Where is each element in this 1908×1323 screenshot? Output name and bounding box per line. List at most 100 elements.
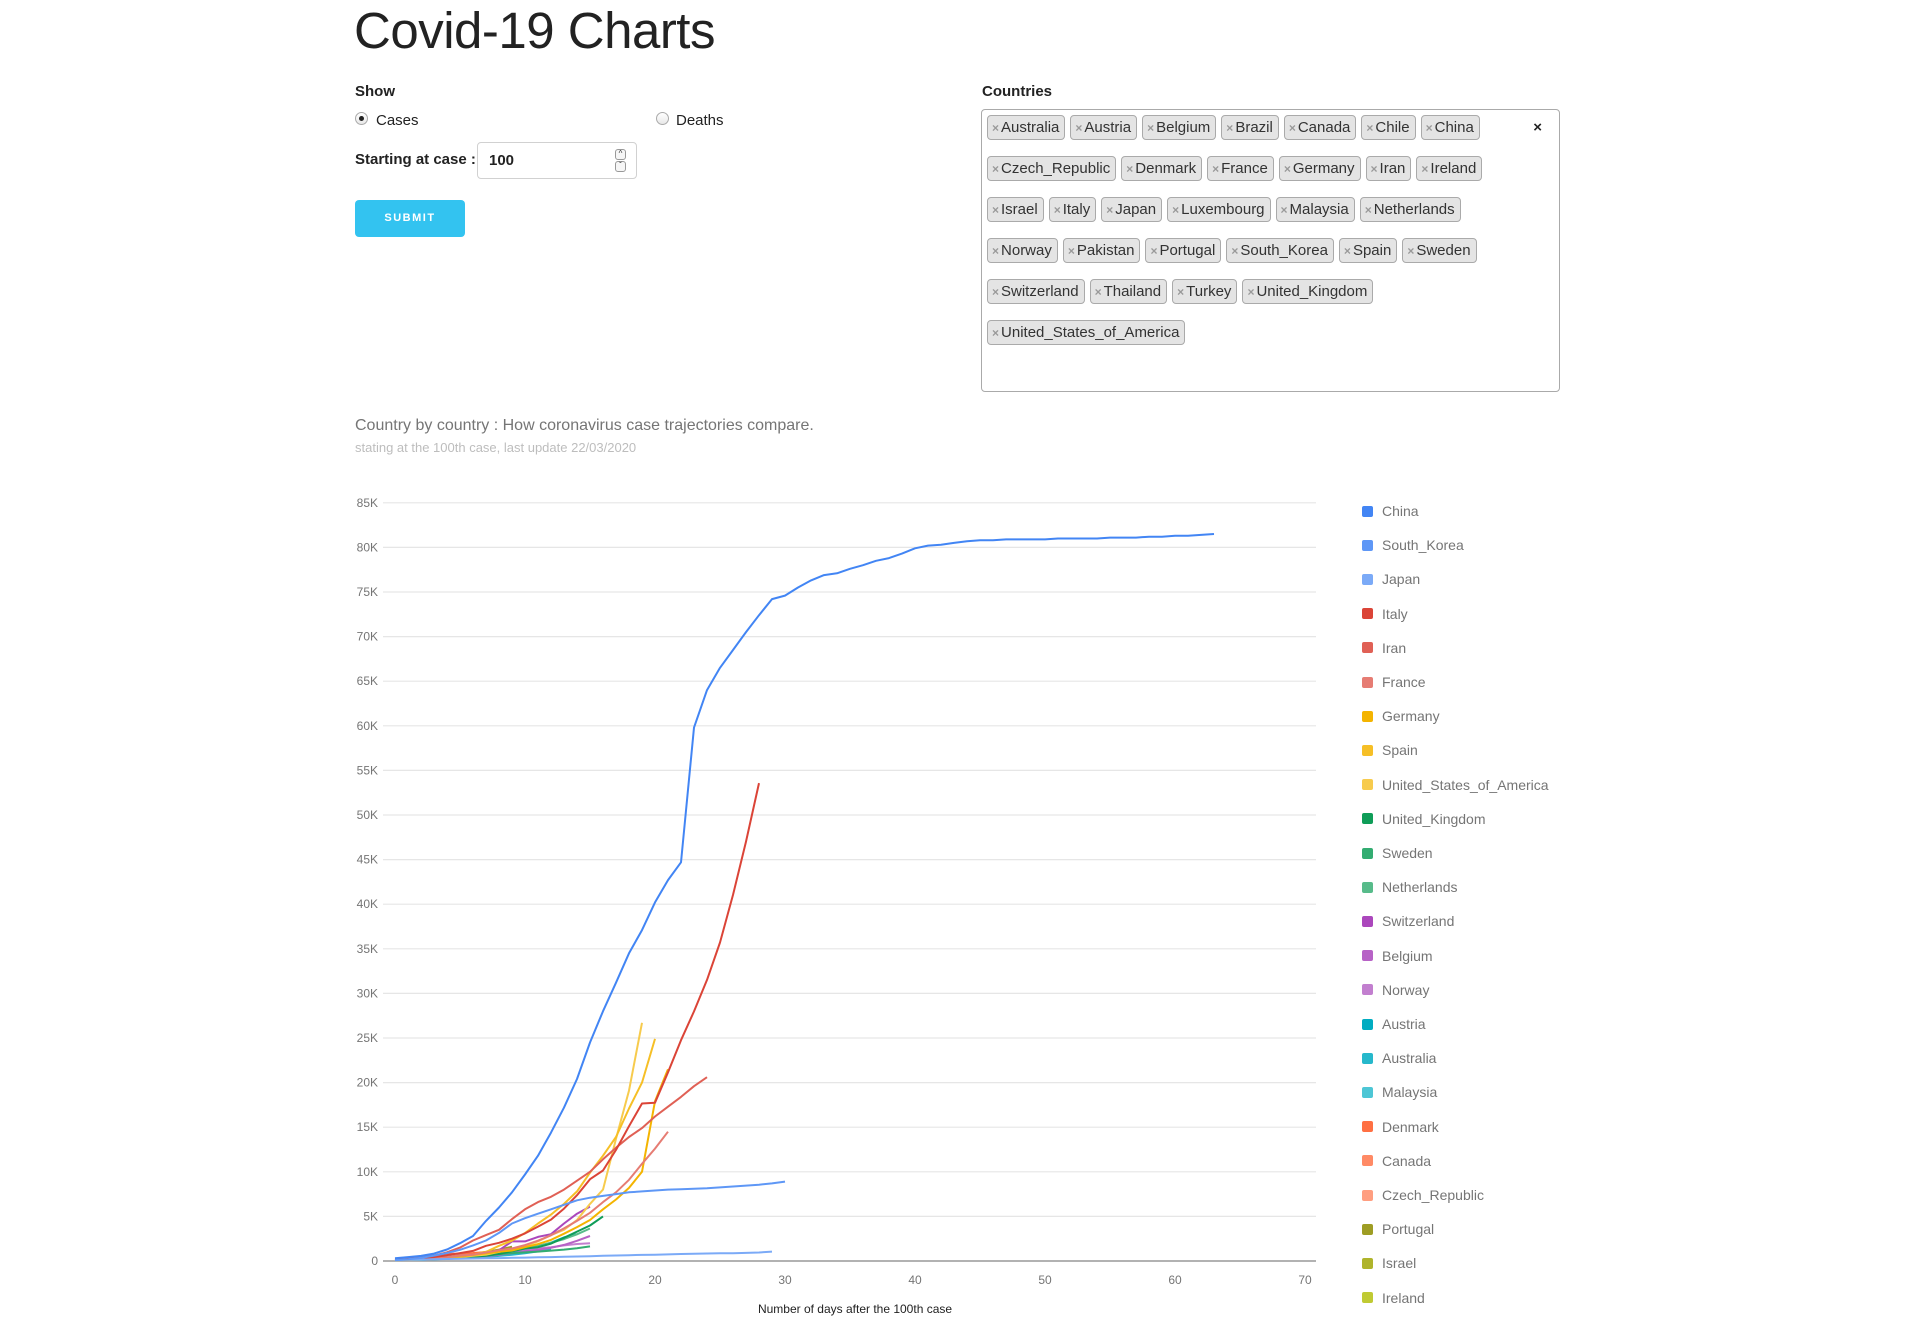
remove-tag-icon[interactable]: × [1150, 244, 1158, 258]
country-tag[interactable]: × Portugal [1145, 238, 1222, 263]
legend-item[interactable]: United_Kingdom [1362, 809, 1486, 829]
country-tag[interactable]: × Pakistan [1062, 238, 1141, 263]
legend-item[interactable]: France [1362, 672, 1426, 692]
series-line-france[interactable] [394, 1131, 669, 1261]
remove-tag-icon[interactable]: × [1053, 203, 1061, 217]
legend-item[interactable]: Australia [1362, 1048, 1436, 1068]
country-tag[interactable]: × Spain [1338, 238, 1398, 263]
country-tag[interactable]: × Iran [1365, 156, 1412, 181]
series-line-italy[interactable] [394, 782, 760, 1261]
chevron-up-icon[interactable]: ^ [615, 149, 626, 160]
country-tag[interactable]: × South_Korea [1226, 238, 1334, 263]
submit-button[interactable]: SUBMIT [355, 200, 465, 237]
remove-tag-icon[interactable]: × [1425, 121, 1433, 135]
country-tag[interactable]: × Turkey [1172, 279, 1238, 304]
remove-tag-icon[interactable]: × [1366, 121, 1374, 135]
legend-item[interactable]: Japan [1362, 569, 1420, 589]
legend-item[interactable]: Germany [1362, 706, 1440, 726]
remove-tag-icon[interactable]: × [992, 244, 1000, 258]
remove-tag-icon[interactable]: × [1226, 121, 1234, 135]
legend-item[interactable]: Czech_Republic [1362, 1185, 1484, 1205]
remove-tag-icon[interactable]: × [1280, 203, 1288, 217]
remove-tag-icon[interactable]: × [992, 285, 1000, 299]
remove-tag-icon[interactable]: × [1212, 162, 1220, 176]
remove-tag-icon[interactable]: × [1147, 121, 1155, 135]
series-line-japan[interactable] [394, 1250, 773, 1262]
remove-tag-icon[interactable]: × [1407, 244, 1415, 258]
country-tag[interactable]: × Luxembourg [1167, 197, 1271, 222]
legend-item[interactable]: United_States_of_America [1362, 775, 1549, 795]
legend-item[interactable]: Spain [1362, 740, 1418, 760]
country-tag[interactable]: × Czech_Republic [987, 156, 1117, 181]
remove-tag-icon[interactable]: × [992, 162, 1000, 176]
legend-item[interactable]: Portugal [1362, 1219, 1434, 1239]
country-tag[interactable]: × Austria [1070, 115, 1138, 140]
country-tag[interactable]: × Denmark [1121, 156, 1203, 181]
legend-item[interactable]: Malaysia [1362, 1082, 1437, 1102]
starting-case-input[interactable]: 100 ^ ˇ [477, 142, 637, 179]
remove-tag-icon[interactable]: × [992, 326, 1000, 340]
remove-tag-icon[interactable]: × [992, 203, 1000, 217]
legend-item[interactable]: Israel [1362, 1253, 1416, 1273]
series-line-china[interactable] [394, 533, 1215, 1260]
remove-tag-icon[interactable]: × [1370, 162, 1378, 176]
country-tag[interactable]: × Netherlands [1359, 197, 1461, 222]
cases-radio-label[interactable]: Cases [376, 112, 419, 129]
remove-tag-icon[interactable]: × [1343, 244, 1351, 258]
country-tag[interactable]: × Germany [1278, 156, 1361, 181]
series-line-south_korea[interactable] [394, 1180, 786, 1262]
starting-case-value[interactable]: 100 [489, 152, 515, 169]
country-tag[interactable]: × Switzerland [987, 279, 1085, 304]
country-tag[interactable]: × United_States_of_America [987, 320, 1186, 345]
legend-item[interactable]: Austria [1362, 1014, 1426, 1034]
country-tag[interactable]: × Japan [1101, 197, 1163, 222]
chevron-down-icon[interactable]: ˇ [615, 161, 626, 172]
legend-item[interactable]: Switzerland [1362, 911, 1454, 931]
number-spinner[interactable]: ^ ˇ [615, 149, 626, 173]
remove-tag-icon[interactable]: × [1177, 285, 1185, 299]
legend-item[interactable]: Canada [1362, 1151, 1431, 1171]
clear-all-icon[interactable]: × [1533, 119, 1542, 136]
legend-item[interactable]: South_Korea [1362, 535, 1464, 555]
remove-tag-icon[interactable]: × [1075, 121, 1083, 135]
country-tag[interactable]: × United_Kingdom [1242, 279, 1374, 304]
remove-tag-icon[interactable]: × [1288, 121, 1296, 135]
series-line-iran[interactable] [394, 1076, 708, 1261]
remove-tag-icon[interactable]: × [1231, 244, 1239, 258]
remove-tag-icon[interactable]: × [1364, 203, 1372, 217]
legend-item[interactable]: Belgium [1362, 946, 1433, 966]
remove-tag-icon[interactable]: × [1247, 285, 1255, 299]
country-tag[interactable]: × Ireland [1416, 156, 1483, 181]
legend-item[interactable]: Denmark [1362, 1117, 1439, 1137]
deaths-radio[interactable] [656, 112, 669, 125]
legend-item[interactable]: Iran [1362, 638, 1406, 658]
remove-tag-icon[interactable]: × [1106, 203, 1114, 217]
legend-item[interactable]: Norway [1362, 980, 1429, 1000]
remove-tag-icon[interactable]: × [1126, 162, 1134, 176]
country-tag[interactable]: × China [1420, 115, 1480, 140]
remove-tag-icon[interactable]: × [1094, 285, 1102, 299]
legend-item[interactable]: Sweden [1362, 843, 1433, 863]
country-tag[interactable]: × Malaysia [1275, 197, 1355, 222]
remove-tag-icon[interactable]: × [992, 121, 1000, 135]
country-tag[interactable]: × Thailand [1089, 279, 1168, 304]
country-tag[interactable]: × Italy [1048, 197, 1097, 222]
remove-tag-icon[interactable]: × [1172, 203, 1180, 217]
country-tag[interactable]: × Canada [1283, 115, 1357, 140]
series-line-united_states_of_america[interactable] [394, 1022, 643, 1262]
countries-multiselect[interactable]: × Australia × Austria × Belgium × Brazil × Canada… [981, 109, 1560, 392]
legend-item[interactable]: Netherlands [1362, 877, 1458, 897]
country-tag[interactable]: × Sweden [1402, 238, 1477, 263]
country-tag[interactable]: × Israel [987, 197, 1044, 222]
legend-item[interactable]: Italy [1362, 604, 1408, 624]
legend-item[interactable]: China [1362, 501, 1419, 521]
country-tag[interactable]: × Belgium [1142, 115, 1217, 140]
remove-tag-icon[interactable]: × [1421, 162, 1429, 176]
cases-radio[interactable] [355, 112, 368, 125]
remove-tag-icon[interactable]: × [1067, 244, 1075, 258]
remove-tag-icon[interactable]: × [1283, 162, 1291, 176]
country-tag[interactable]: × Chile [1361, 115, 1416, 140]
deaths-radio-label[interactable]: Deaths [676, 112, 724, 129]
country-tag[interactable]: × Brazil [1221, 115, 1279, 140]
legend-item[interactable]: Ireland [1362, 1288, 1425, 1308]
